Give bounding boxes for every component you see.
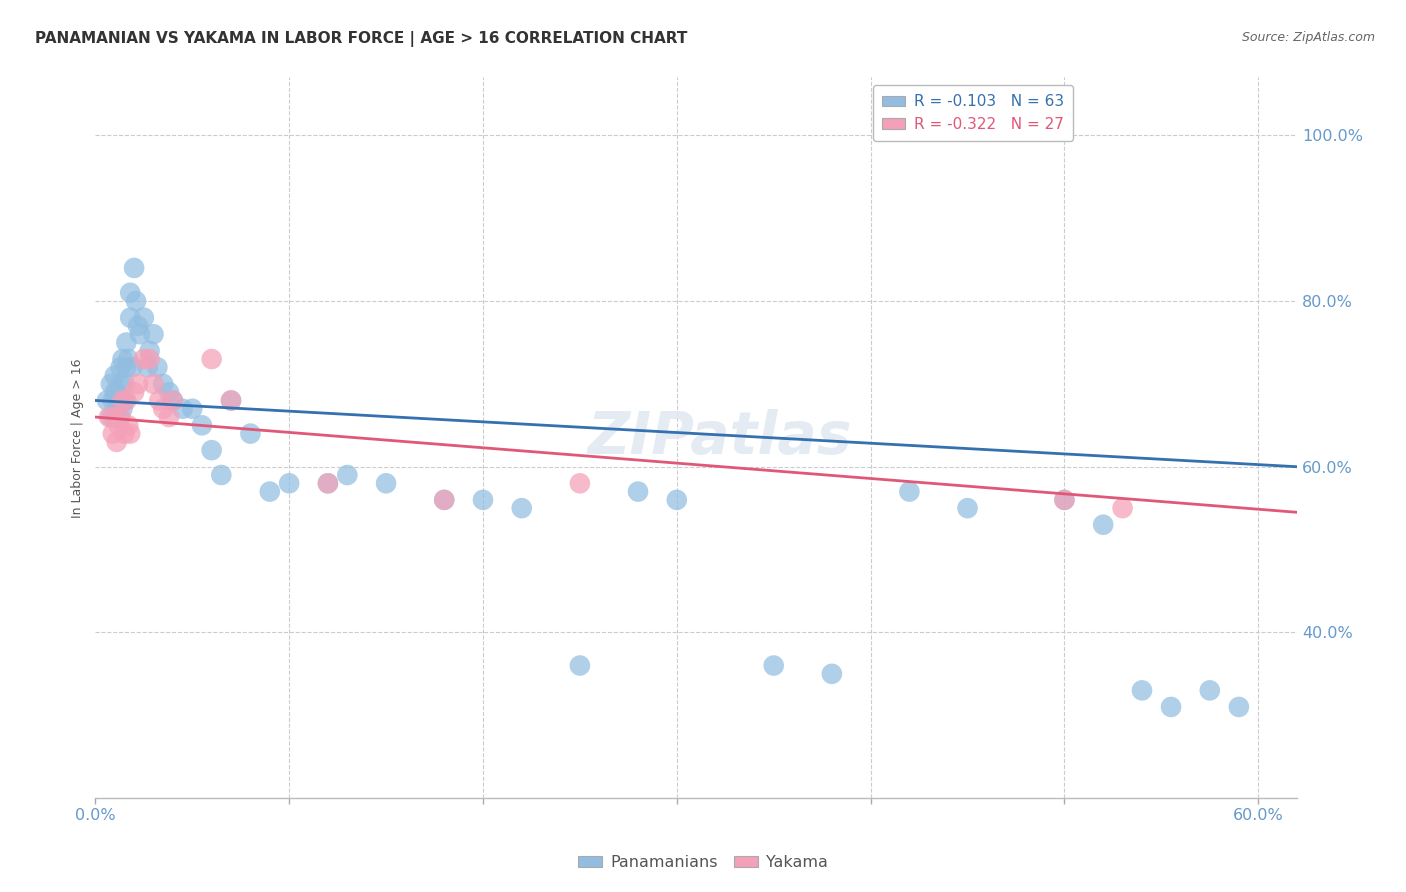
Point <box>172 401 194 416</box>
Point <box>138 352 160 367</box>
Point <box>472 492 495 507</box>
Point <box>898 484 921 499</box>
Point <box>112 393 135 408</box>
Point <box>1227 700 1250 714</box>
Point <box>219 393 242 408</box>
Point <box>104 410 127 425</box>
Point <box>142 376 165 391</box>
Point <box>122 260 145 275</box>
Point <box>1053 492 1076 507</box>
Point <box>117 352 139 367</box>
Point <box>157 385 180 400</box>
Point <box>259 484 281 499</box>
Point <box>219 393 242 408</box>
Point <box>100 410 122 425</box>
Point <box>191 418 214 433</box>
Point <box>1198 683 1220 698</box>
Point <box>201 443 224 458</box>
Point <box>111 393 134 408</box>
Point <box>127 318 149 333</box>
Point <box>336 468 359 483</box>
Point <box>120 426 142 441</box>
Point <box>97 410 120 425</box>
Point <box>762 658 785 673</box>
Point <box>568 658 591 673</box>
Point <box>111 401 134 416</box>
Text: Source: ZipAtlas.com: Source: ZipAtlas.com <box>1241 31 1375 45</box>
Legend: R = -0.103   N = 63, R = -0.322   N = 27: R = -0.103 N = 63, R = -0.322 N = 27 <box>873 85 1073 141</box>
Point <box>115 335 138 350</box>
Point <box>110 376 132 391</box>
Y-axis label: In Labor Force | Age > 16: In Labor Force | Age > 16 <box>72 358 84 517</box>
Point <box>112 426 135 441</box>
Point <box>121 360 143 375</box>
Point <box>1092 517 1115 532</box>
Legend: Panamanians, Yakama: Panamanians, Yakama <box>572 849 834 877</box>
Point <box>148 393 170 408</box>
Point <box>162 393 184 408</box>
Point <box>111 352 134 367</box>
Point <box>107 410 129 425</box>
Text: PANAMANIAN VS YAKAMA IN LABOR FORCE | AGE > 16 CORRELATION CHART: PANAMANIAN VS YAKAMA IN LABOR FORCE | AG… <box>35 31 688 47</box>
Point <box>142 327 165 342</box>
Point <box>105 434 128 449</box>
Point <box>665 492 688 507</box>
Point <box>316 476 339 491</box>
Point <box>1053 492 1076 507</box>
Point <box>1130 683 1153 698</box>
Point <box>157 410 180 425</box>
Point <box>105 401 128 416</box>
Point <box>239 426 262 441</box>
Point <box>1160 700 1182 714</box>
Point <box>162 393 184 408</box>
Point <box>129 327 152 342</box>
Point <box>568 476 591 491</box>
Point <box>96 393 118 408</box>
Point <box>201 352 224 367</box>
Point <box>104 410 127 425</box>
Point <box>375 476 398 491</box>
Point <box>152 401 174 416</box>
Point <box>120 285 142 300</box>
Point <box>115 360 138 375</box>
Point <box>104 368 127 383</box>
Point <box>107 418 129 433</box>
Point <box>110 410 132 425</box>
Text: ZIPatlas: ZIPatlas <box>588 409 852 467</box>
Point <box>120 310 142 325</box>
Point <box>132 352 155 367</box>
Point <box>122 385 145 400</box>
Point <box>278 476 301 491</box>
Point <box>136 360 159 375</box>
Point <box>627 484 650 499</box>
Point <box>104 385 127 400</box>
Point <box>101 426 124 441</box>
Point <box>115 393 138 408</box>
Point <box>132 310 155 325</box>
Point <box>127 376 149 391</box>
Point <box>101 393 124 408</box>
Point <box>152 376 174 391</box>
Point <box>956 501 979 516</box>
Point <box>138 343 160 358</box>
Point <box>821 666 844 681</box>
Point <box>117 418 139 433</box>
Point <box>181 401 204 416</box>
Point <box>110 360 132 375</box>
Point <box>112 376 135 391</box>
Point <box>100 376 122 391</box>
Point <box>433 492 456 507</box>
Point <box>146 360 169 375</box>
Point <box>107 393 129 408</box>
Point <box>510 501 533 516</box>
Point <box>209 468 232 483</box>
Point <box>125 294 148 309</box>
Point <box>433 492 456 507</box>
Point <box>1111 501 1133 516</box>
Point <box>105 385 128 400</box>
Point <box>316 476 339 491</box>
